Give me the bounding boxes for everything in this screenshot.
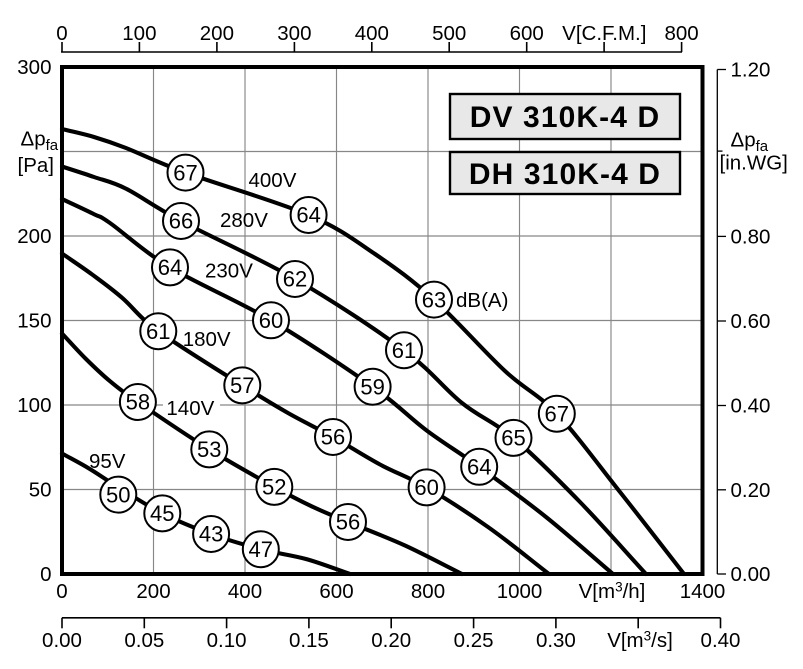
- svg-text:DV 310K-4 D: DV 310K-4 D: [470, 101, 661, 134]
- svg-text:67: 67: [173, 160, 197, 185]
- svg-text:63: 63: [422, 287, 446, 312]
- svg-text:45: 45: [150, 501, 174, 526]
- svg-text:61: 61: [392, 338, 416, 363]
- svg-text:47: 47: [249, 537, 273, 562]
- svg-text:0.10: 0.10: [207, 629, 247, 652]
- svg-text:300: 300: [277, 22, 311, 45]
- svg-text:59: 59: [360, 374, 384, 399]
- svg-text:0.00: 0.00: [731, 563, 771, 586]
- svg-text:57: 57: [230, 373, 254, 398]
- svg-text:0.25: 0.25: [454, 629, 494, 652]
- svg-text:400V: 400V: [249, 169, 297, 192]
- svg-text:52: 52: [262, 475, 286, 500]
- svg-text:56: 56: [336, 510, 360, 535]
- svg-text:500: 500: [432, 22, 466, 45]
- svg-text:64: 64: [467, 455, 491, 480]
- svg-text:53: 53: [197, 437, 221, 462]
- svg-text:95V: 95V: [89, 450, 126, 473]
- svg-text:150: 150: [17, 310, 51, 333]
- svg-text:60: 60: [414, 475, 438, 500]
- svg-text:0.05: 0.05: [124, 629, 164, 652]
- svg-text:62: 62: [283, 267, 307, 292]
- svg-text:0: 0: [56, 580, 67, 603]
- svg-text:64: 64: [296, 203, 320, 228]
- svg-text:0.30: 0.30: [536, 629, 576, 652]
- svg-text:50: 50: [106, 482, 130, 507]
- svg-text:0.40: 0.40: [701, 629, 741, 652]
- svg-text:58: 58: [126, 390, 150, 415]
- svg-text:280V: 280V: [220, 209, 268, 232]
- svg-text:60: 60: [259, 308, 283, 333]
- svg-text:0.60: 0.60: [731, 310, 771, 333]
- svg-text:100: 100: [17, 394, 51, 417]
- svg-text:56: 56: [321, 425, 345, 450]
- svg-text:0.20: 0.20: [731, 479, 771, 502]
- svg-text:61: 61: [146, 319, 170, 344]
- svg-text:200: 200: [200, 22, 234, 45]
- svg-text:400: 400: [355, 22, 389, 45]
- svg-text:200: 200: [136, 580, 170, 603]
- svg-text:600: 600: [510, 22, 544, 45]
- svg-text:230V: 230V: [205, 260, 253, 283]
- svg-text:66: 66: [169, 209, 193, 234]
- svg-text:0.80: 0.80: [731, 226, 771, 249]
- svg-text:V[m3/h]: V[m3/h]: [579, 580, 646, 604]
- svg-text:100: 100: [122, 22, 156, 45]
- svg-text:0.15: 0.15: [289, 629, 329, 652]
- svg-text:[in.WG]: [in.WG]: [720, 152, 788, 175]
- svg-text:0: 0: [56, 22, 67, 45]
- svg-text:400: 400: [228, 580, 262, 603]
- svg-text:0.40: 0.40: [731, 395, 771, 418]
- svg-text:1000: 1000: [497, 580, 543, 603]
- svg-text:0.00: 0.00: [42, 629, 82, 652]
- svg-text:64: 64: [158, 255, 182, 280]
- svg-text:0.20: 0.20: [371, 629, 411, 652]
- svg-text:dB(A): dB(A): [456, 289, 508, 312]
- svg-text:43: 43: [199, 522, 223, 547]
- svg-text:1400: 1400: [680, 580, 726, 603]
- svg-text:V[C.F.M.]: V[C.F.M.]: [562, 22, 646, 45]
- svg-text:800: 800: [664, 22, 698, 45]
- svg-text:800: 800: [411, 580, 445, 603]
- svg-text:V[m3/s]: V[m3/s]: [607, 629, 673, 653]
- svg-text:200: 200: [17, 225, 51, 248]
- svg-text:67: 67: [545, 401, 569, 426]
- svg-text:50: 50: [29, 479, 52, 502]
- svg-text:65: 65: [501, 426, 525, 451]
- svg-text:300: 300: [17, 56, 51, 79]
- svg-text:600: 600: [319, 580, 353, 603]
- svg-text:0: 0: [40, 563, 51, 586]
- svg-text:1.20: 1.20: [731, 59, 771, 82]
- svg-text:140V: 140V: [166, 397, 214, 420]
- svg-text:DH 310K-4 D: DH 310K-4 D: [469, 158, 661, 191]
- svg-text:[Pa]: [Pa]: [18, 154, 54, 177]
- svg-text:180V: 180V: [183, 328, 231, 351]
